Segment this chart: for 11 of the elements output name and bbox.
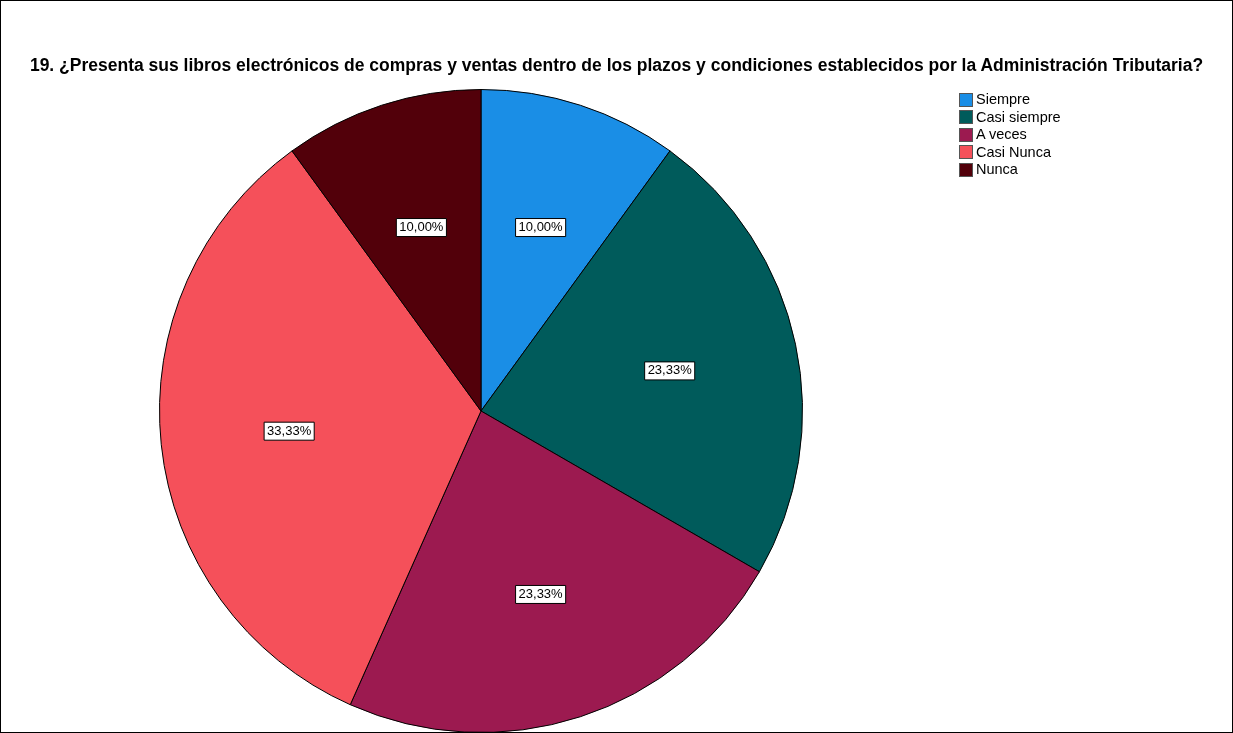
data-label: 23,33% [647, 362, 693, 378]
data-label: 33,33% [267, 422, 312, 438]
data-label: 10,00% [518, 219, 564, 235]
legend-label: Casi Nunca [976, 143, 1051, 161]
legend-label: Nunca [976, 161, 1018, 179]
legend-label: A veces [976, 126, 1027, 144]
data-label: 23,33% [518, 586, 564, 602]
data-label: 10,00% [399, 219, 444, 235]
legend-label: Casi siempre [976, 108, 1061, 126]
chart-title: 19. ¿Presenta sus libros electrónicos de compras y ventas dentro de los plazos y condiciones establecidos por la Administración Tributaria? [28, 55, 1205, 75]
legend-label: Siempre [976, 91, 1030, 109]
